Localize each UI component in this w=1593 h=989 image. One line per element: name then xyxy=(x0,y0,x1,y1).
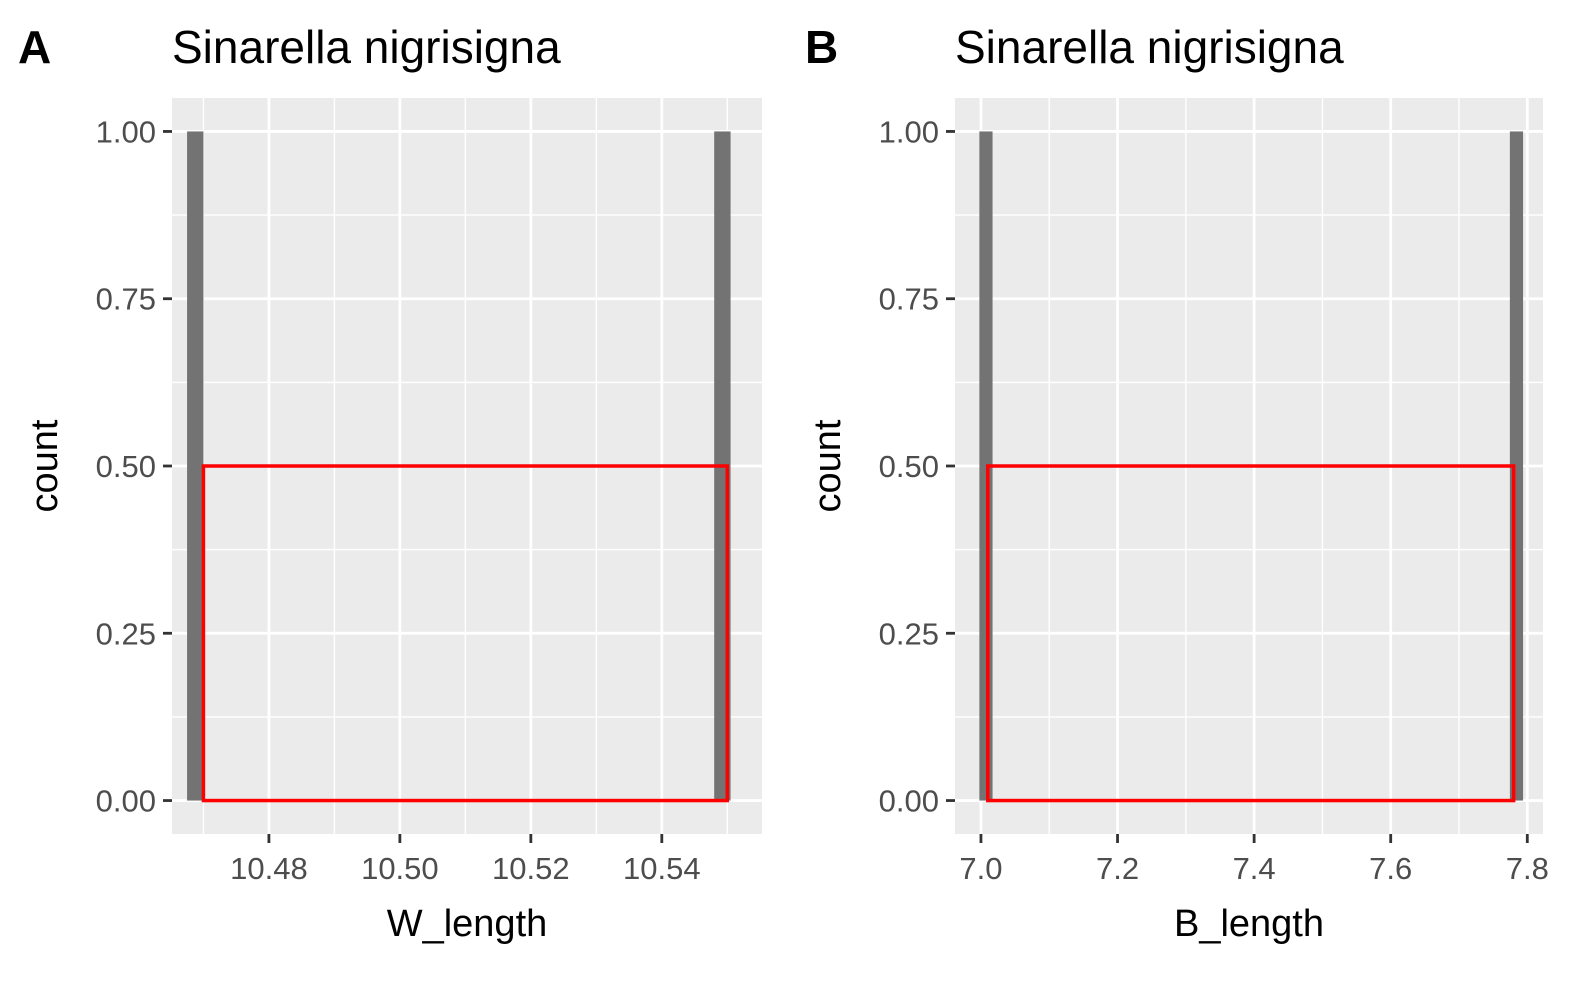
x-axis-title: B_length xyxy=(1174,903,1324,945)
overlay-rectangle xyxy=(986,464,1516,803)
x-tick-label: 10.52 xyxy=(492,851,570,886)
panel-title: Sinarella nigrisigna xyxy=(955,21,1344,73)
panel-tag: A xyxy=(18,21,51,73)
y-axis-title: count xyxy=(24,419,66,512)
x-tick-label: 7.0 xyxy=(959,851,1002,886)
panel-b: 0.00 0.25 0.50 0.75 1.00 7.0 7.2 7.4 7.6 7.8 B_len… xyxy=(805,21,1549,945)
panel-title: Sinarella nigrisigna xyxy=(172,21,561,73)
y-axis-title: count xyxy=(807,419,849,512)
y-tick-label: 0.75 xyxy=(96,282,156,317)
histogram-bar-1 xyxy=(187,131,204,801)
y-tick-label: 0.50 xyxy=(96,449,156,484)
x-tick-label: 10.50 xyxy=(361,851,439,886)
y-tick-label: 0.25 xyxy=(96,616,156,651)
x-tick-label: 7.6 xyxy=(1369,851,1412,886)
x-tick-label: 10.54 xyxy=(623,851,701,886)
y-tick-label: 1.00 xyxy=(96,114,156,149)
panel-a: 0.00 0.25 0.50 0.75 1.00 10.48 10.50 10.52 10.54… xyxy=(18,21,762,945)
y-tick-label: 0.75 xyxy=(879,282,939,317)
x-tick-label: 7.4 xyxy=(1233,851,1276,886)
x-tick-label: 7.8 xyxy=(1506,851,1549,886)
y-tick-label: 0.25 xyxy=(879,616,939,651)
overlay-rectangle xyxy=(201,464,730,803)
x-axis-title: W_length xyxy=(387,903,548,945)
x-tick-label: 7.2 xyxy=(1096,851,1139,886)
panel-tag: B xyxy=(805,21,838,73)
y-tick-label: 1.00 xyxy=(879,114,939,149)
y-tick-label: 0.00 xyxy=(96,784,156,819)
y-tick-label: 0.50 xyxy=(879,449,939,484)
x-tick-label: 10.48 xyxy=(230,851,308,886)
y-tick-label: 0.00 xyxy=(879,784,939,819)
